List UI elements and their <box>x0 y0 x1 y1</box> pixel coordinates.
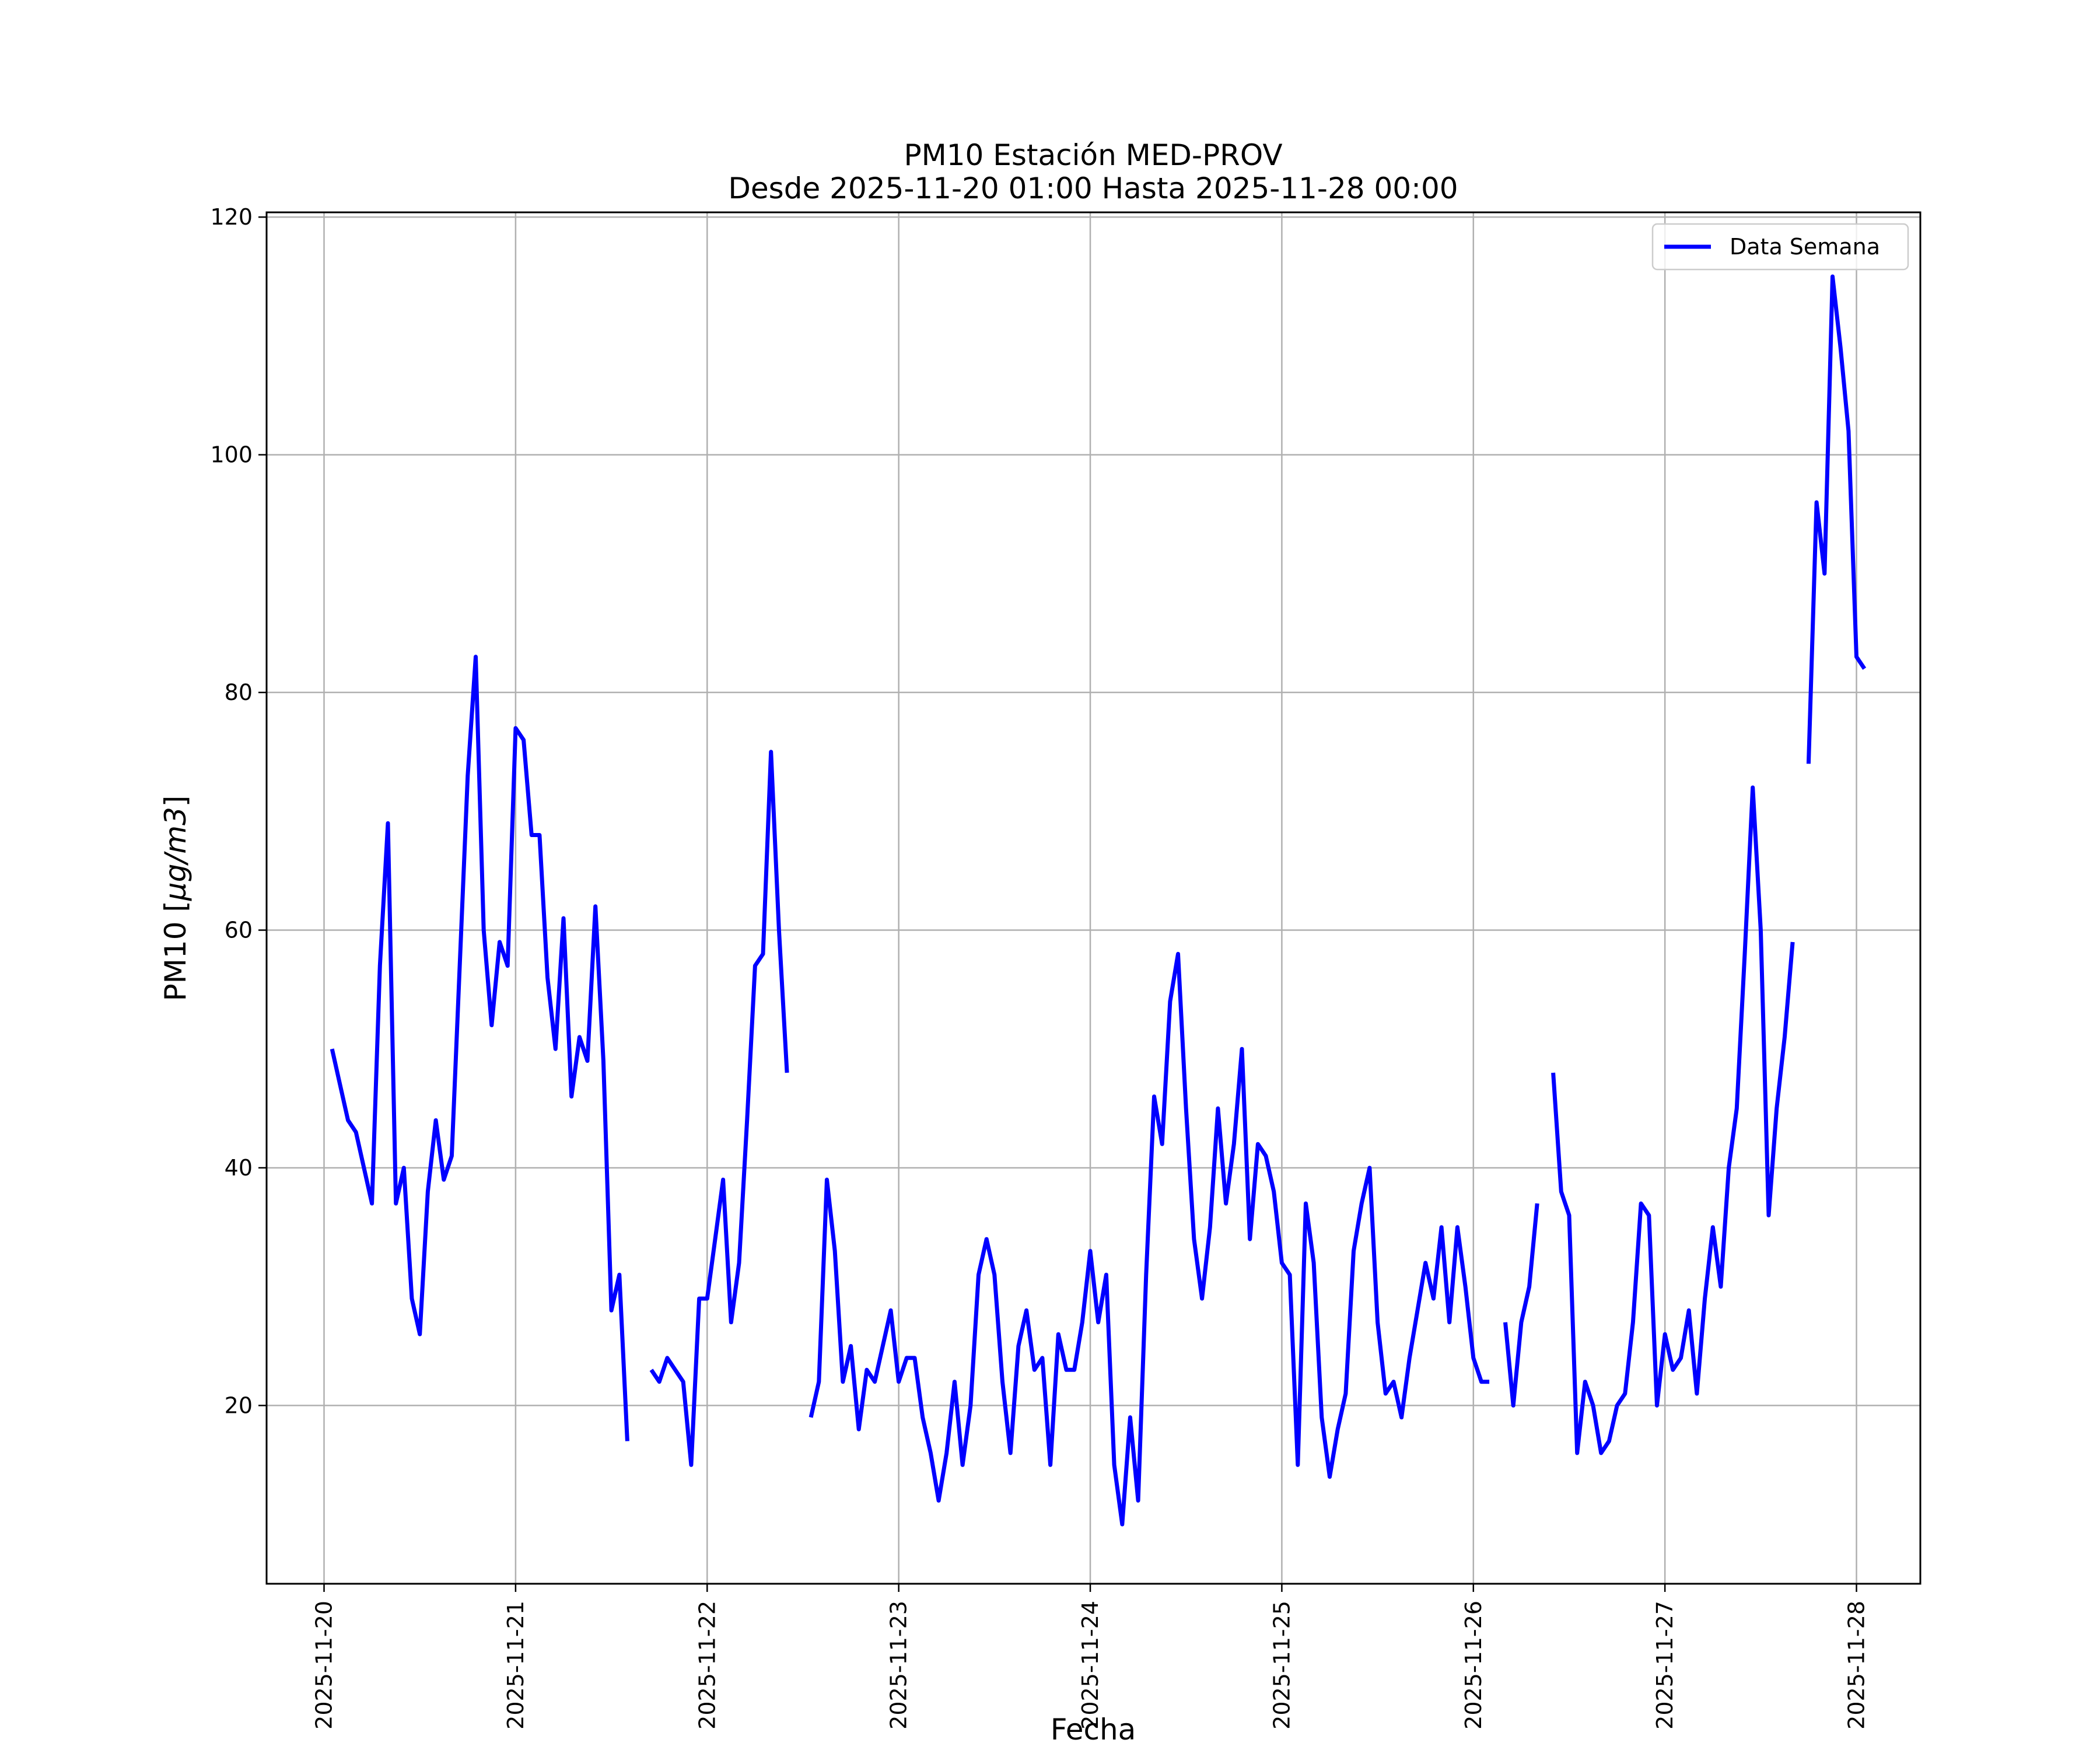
y-tick-label: 120 <box>210 204 253 230</box>
series-line-segment <box>1806 274 1867 764</box>
x-tick-label: 2025-11-27 <box>1652 1601 1678 1730</box>
series-layer <box>330 274 1867 1527</box>
y-tick-label: 40 <box>225 1155 253 1181</box>
series-line-segment <box>808 951 1490 1527</box>
series-line-segment <box>330 654 629 1441</box>
series-line-segment <box>649 750 789 1467</box>
y-axis-label: PM10 [μg/m3] <box>159 796 192 1002</box>
x-tick-label: 2025-11-21 <box>503 1601 528 1730</box>
y-axis-label-prefix: PM10 [ <box>159 901 192 1001</box>
x-tick-label: 2025-11-26 <box>1461 1601 1486 1730</box>
series-line-segment <box>1503 1203 1539 1408</box>
plot-frame <box>265 211 1922 1585</box>
x-tick-label: 2025-11-22 <box>694 1601 720 1730</box>
y-tick-label: 20 <box>225 1392 253 1418</box>
chart-title: PM10 Estación MED-PROV <box>904 138 1282 172</box>
y-tick-label: 60 <box>225 918 253 943</box>
legend: Data Semana <box>1651 223 1909 271</box>
chart-subtitle: Desde 2025-11-20 01:00 Hasta 2025-11-28 … <box>728 172 1458 205</box>
y-axis-label-unit: μg/m3 <box>159 807 192 901</box>
legend-series-label: Data Semana <box>1730 234 1880 260</box>
y-tick-label: 100 <box>210 442 253 468</box>
grid-lines <box>267 212 1920 1584</box>
x-tick-label: 2025-11-24 <box>1077 1601 1103 1730</box>
x-tick-label: 2025-11-28 <box>1844 1601 1870 1730</box>
x-tick-label: 2025-11-25 <box>1269 1601 1294 1730</box>
axis-ticks: 2025-11-20 2025-11-21 2025-11-22 2025-11-23… <box>210 204 1869 1730</box>
x-axis-label: Fecha <box>1051 1713 1136 1746</box>
legend-box <box>1651 223 1909 271</box>
x-tick-label: 2025-11-23 <box>886 1601 912 1730</box>
y-axis-label-suffix: ] <box>159 796 192 807</box>
x-tick-label: 2025-11-20 <box>312 1601 337 1730</box>
series-line-segment <box>1551 785 1795 1455</box>
y-tick-label: 80 <box>225 680 253 705</box>
